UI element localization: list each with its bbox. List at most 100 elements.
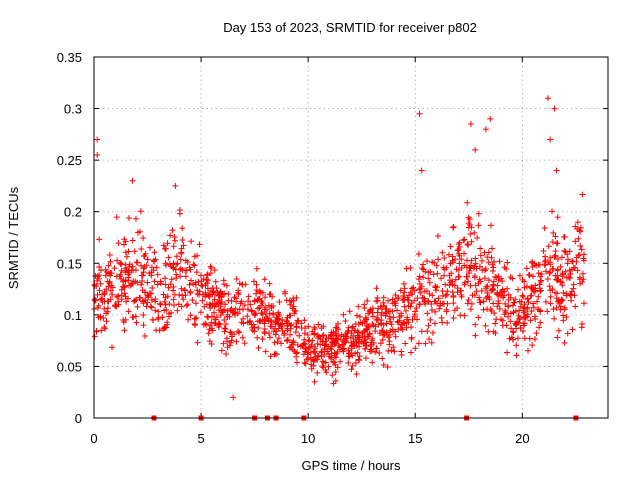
data-point — [204, 313, 211, 320]
data-point — [415, 340, 422, 347]
data-point — [517, 325, 524, 332]
data-point — [182, 287, 189, 294]
data-point — [254, 334, 261, 341]
data-point — [197, 309, 204, 316]
data-point — [407, 264, 414, 271]
data-point — [472, 321, 479, 328]
data-point — [126, 263, 133, 270]
data-point — [475, 210, 482, 217]
data-point — [415, 251, 422, 258]
data-point — [458, 264, 465, 271]
data-point — [549, 286, 556, 293]
data-point — [467, 306, 474, 313]
data-point — [569, 326, 576, 333]
data-point — [352, 327, 359, 334]
data-point — [291, 348, 298, 355]
data-point — [378, 312, 385, 319]
data-point — [345, 353, 352, 360]
data-point — [192, 321, 199, 328]
data-point — [97, 314, 104, 321]
data-point — [294, 349, 301, 356]
data-point — [577, 224, 584, 231]
data-point — [230, 394, 237, 401]
data-point — [572, 303, 579, 310]
data-point — [144, 299, 151, 306]
data-point — [394, 295, 401, 302]
data-point — [328, 346, 335, 353]
data-point — [451, 307, 458, 314]
data-point — [163, 306, 170, 313]
data-point — [398, 321, 405, 328]
data-point — [288, 343, 295, 350]
data-point — [102, 325, 109, 332]
data-point — [189, 297, 196, 304]
data-point — [105, 283, 112, 290]
data-point — [450, 314, 457, 321]
data-point — [134, 229, 141, 236]
data-point — [101, 305, 108, 312]
data-point — [115, 292, 122, 299]
data-point — [530, 300, 537, 307]
data-point — [484, 306, 491, 313]
data-point — [362, 345, 369, 352]
data-point — [550, 306, 557, 313]
data-point — [177, 273, 184, 280]
data-point — [482, 126, 489, 133]
data-point — [379, 328, 386, 335]
data-point — [344, 330, 351, 337]
data-point — [465, 224, 472, 231]
data-point — [170, 287, 177, 294]
data-point — [257, 318, 264, 325]
data-point — [367, 343, 374, 350]
data-point — [157, 301, 164, 308]
data-point — [235, 291, 242, 298]
data-point — [326, 353, 333, 360]
data-point — [426, 279, 433, 286]
data-point — [489, 261, 496, 268]
data-point — [151, 278, 158, 285]
data-point — [192, 279, 199, 286]
data-point — [481, 267, 488, 274]
data-point — [466, 216, 473, 223]
data-point — [233, 275, 240, 282]
data-point — [261, 320, 268, 327]
data-point — [355, 321, 362, 328]
data-point — [139, 287, 146, 294]
data-point — [264, 314, 271, 321]
data-point — [428, 339, 435, 346]
data-point — [465, 242, 472, 249]
data-point — [152, 298, 159, 305]
data-point — [431, 298, 438, 305]
data-point — [207, 304, 214, 311]
data-point — [348, 366, 355, 373]
data-point — [187, 289, 194, 296]
data-point — [283, 297, 290, 304]
data-point — [317, 336, 324, 343]
data-point — [443, 308, 450, 315]
data-point — [113, 293, 120, 300]
data-point — [425, 275, 432, 282]
data-point — [429, 259, 436, 266]
data-point — [321, 346, 328, 353]
data-point — [550, 229, 557, 236]
data-point — [94, 291, 101, 298]
data-point — [221, 317, 228, 324]
data-point — [501, 264, 508, 271]
data-point — [545, 243, 552, 250]
data-point — [266, 334, 273, 341]
data-point — [111, 265, 118, 272]
data-point — [441, 254, 448, 261]
data-point — [552, 272, 559, 279]
data-point — [275, 320, 282, 327]
data-point — [455, 241, 462, 248]
data-point — [325, 350, 332, 357]
data-point — [474, 234, 481, 241]
data-point — [427, 316, 434, 323]
data-point — [349, 362, 356, 369]
data-point — [438, 314, 445, 321]
data-point — [125, 308, 132, 315]
data-point — [463, 257, 470, 264]
data-point — [261, 330, 268, 337]
data-point — [510, 329, 517, 336]
data-point — [529, 263, 536, 270]
